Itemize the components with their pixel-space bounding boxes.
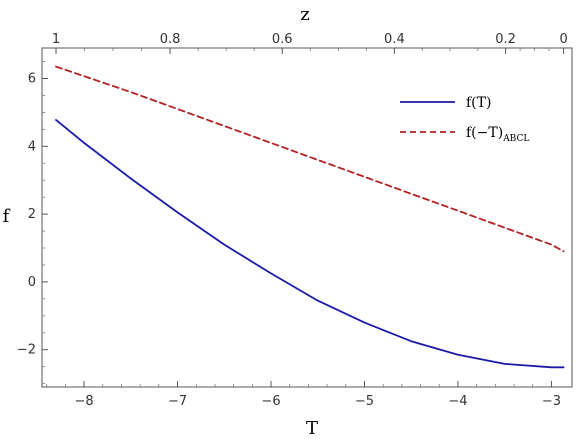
plot-frame bbox=[41, 47, 573, 388]
x-tick-label-1: −7 bbox=[168, 394, 187, 409]
y-tick-label-0: −2 bbox=[17, 343, 36, 358]
top-tick-label-4: 0.2 bbox=[495, 32, 516, 47]
x-tick-label-3: −5 bbox=[355, 394, 374, 409]
top-tick-label-5: 0 bbox=[559, 32, 567, 47]
y-tick-label-2: 2 bbox=[28, 207, 36, 222]
y-axis-title: f bbox=[3, 206, 11, 227]
legend-label-subscript: ABCL bbox=[502, 134, 529, 144]
legend-label-f-minus-T-ABCL: f(−T)ABCL bbox=[466, 125, 529, 144]
x-tick-label-0: −8 bbox=[74, 394, 93, 409]
top-tick-label-2: 0.6 bbox=[272, 32, 293, 47]
y-tick-label-3: 4 bbox=[28, 139, 36, 154]
x-tick-label-5: −3 bbox=[542, 394, 561, 409]
labels: −8 −7 −6 −5 −4 −3 −2 0 2 4 6 1 0.8 0.6 0.4 0.2 0 bbox=[17, 32, 568, 409]
x-tick-label-4: −4 bbox=[448, 394, 467, 409]
ticks bbox=[42, 48, 565, 387]
legend-label-f-T: f(T) bbox=[466, 95, 491, 111]
series-line-1 bbox=[55, 65, 565, 253]
top-tick-label-3: 0.4 bbox=[384, 32, 405, 47]
top-tick-label-0: 1 bbox=[52, 32, 60, 47]
series-layer bbox=[55, 65, 565, 369]
legend: f(T) f(−T)ABCL bbox=[400, 95, 529, 144]
series-line-0 bbox=[55, 119, 565, 369]
x-axis-title: T bbox=[306, 418, 318, 439]
top-axis-title: z bbox=[300, 4, 309, 25]
y-tick-label-4: 6 bbox=[28, 72, 36, 87]
x-tick-label-2: −6 bbox=[261, 394, 280, 409]
legend-label-main: f(−T) bbox=[466, 125, 503, 141]
top-tick-label-1: 0.8 bbox=[160, 32, 181, 47]
y-tick-label-1: 0 bbox=[28, 275, 36, 290]
